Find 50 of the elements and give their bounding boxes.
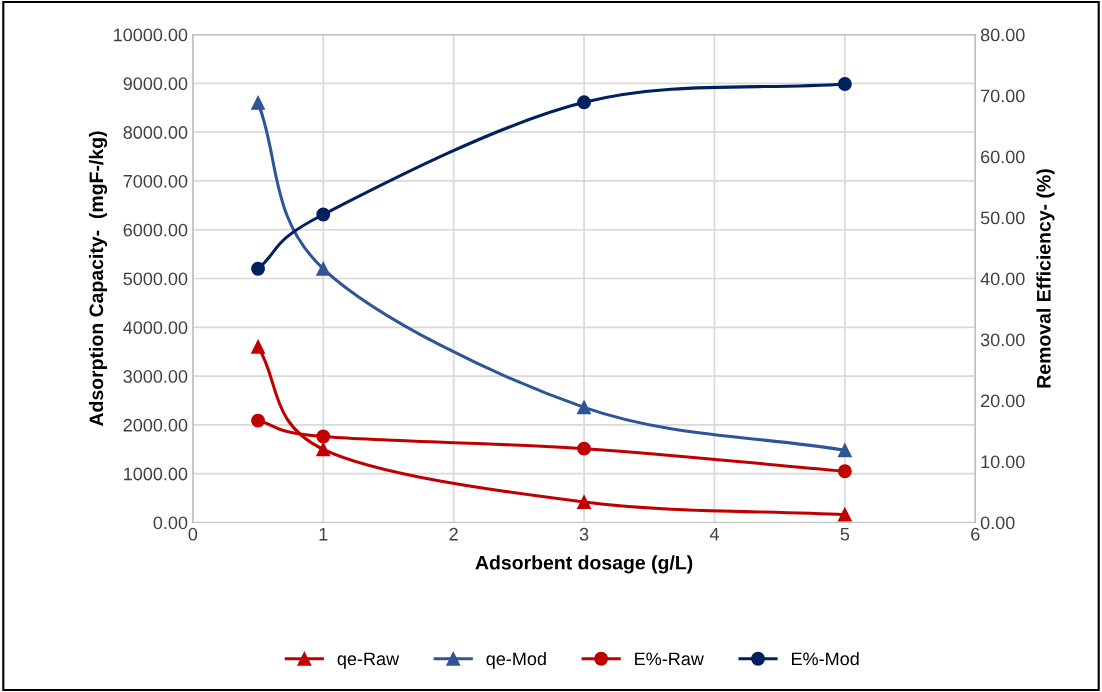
point (251, 339, 265, 354)
point (316, 261, 331, 276)
x-tick-label: 3 (579, 527, 589, 541)
legend-label: qe-Raw (337, 652, 400, 669)
y-tick-label: 5000.00 (123, 272, 188, 286)
y2-tick-label: 40.00 (980, 272, 1025, 286)
y2-tick-label: 0.00 (980, 516, 1015, 530)
y-tick-label: 8000.00 (123, 126, 188, 139)
legend-label: E%-Mod (792, 652, 859, 666)
point (577, 400, 592, 415)
y2-tick-label: 30.00 (980, 333, 1025, 347)
legend-label: qe-Mod (486, 652, 546, 669)
y2-tick-label: 20.00 (981, 394, 1025, 408)
point (837, 464, 852, 479)
point (577, 495, 592, 509)
point (316, 429, 331, 444)
point (577, 95, 592, 110)
point (577, 441, 592, 456)
point (837, 443, 852, 458)
y2-tick-label: 70.00 (981, 89, 1025, 103)
x-axis-title: Adsorbent dosage (g/L) (475, 555, 693, 574)
y-tick-label: 6000.00 (123, 223, 188, 237)
x-tick-label: 6 (971, 527, 980, 541)
y2-tick-label: 80.00 (980, 28, 1025, 42)
y-tick-label: 4000.00 (123, 321, 188, 335)
y2-tick-label: 50.00 (980, 211, 1025, 225)
point (837, 77, 852, 91)
y-tick-label: 3000.00 (123, 370, 188, 383)
x-tick-label: 0 (188, 527, 198, 541)
y-tick-label: 9000.00 (123, 77, 188, 91)
legend-label: E%-Raw (635, 652, 704, 666)
y-tick-label: 0.00 (153, 516, 188, 530)
y2-tick-label: 10.00 (981, 455, 1025, 469)
x-tick-label: 5 (840, 527, 850, 541)
x-tick-label: 4 (709, 527, 719, 541)
x-tick-label: 2 (449, 527, 458, 541)
y-tick-label: 10000.00 (114, 28, 188, 42)
y-tick-label: 1000.00 (124, 467, 188, 481)
x-tick-label: 1 (319, 527, 328, 541)
point (251, 413, 265, 428)
y-tick-label: 7000.00 (123, 174, 188, 188)
y-axis-title: Adsorption Capacity- (mgF-/kg) (88, 131, 108, 427)
point (316, 207, 331, 222)
point (251, 261, 265, 276)
y-tick-label: 2000.00 (123, 418, 188, 432)
point (316, 442, 331, 457)
point (837, 507, 852, 522)
point (251, 95, 265, 110)
y2-axis-title: Removal Efficiency- (%) (1036, 169, 1055, 388)
y2-tick-label: 60.00 (981, 150, 1025, 164)
